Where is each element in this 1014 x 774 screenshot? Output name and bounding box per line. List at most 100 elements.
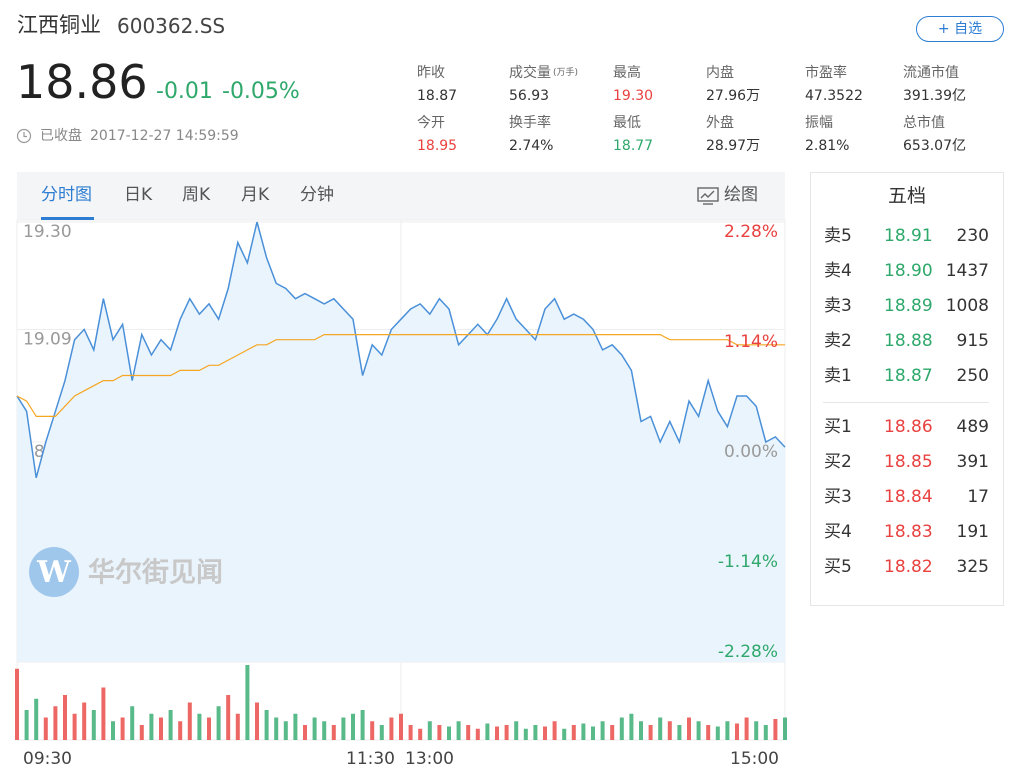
book-price: 18.89 <box>884 296 933 316</box>
stat-label: 最高 <box>613 65 641 81</box>
draw-tool[interactable]: 绘图 <box>724 185 758 205</box>
volume-bar <box>130 706 135 740</box>
tab[interactable]: 分钟 <box>300 185 334 205</box>
volume-bar <box>43 717 48 740</box>
tab[interactable]: 分时图 <box>41 185 92 205</box>
volume-bar <box>235 713 240 740</box>
volume-bar <box>773 719 778 740</box>
volume-bar <box>629 713 634 740</box>
stat-value: 653.07亿 <box>903 138 966 154</box>
volume-bar <box>735 723 739 740</box>
volume-bar <box>677 725 682 740</box>
watch-button[interactable]: + 自选 <box>916 16 1004 42</box>
stat-value: 2.81% <box>805 138 850 154</box>
volume-bar <box>514 721 519 740</box>
x-tick-label: 15:00 <box>730 749 779 769</box>
stat-label: 成交量 <box>509 65 551 81</box>
y2-tick-label: 2.28% <box>724 222 778 242</box>
volume-bar <box>178 721 183 740</box>
volume-bar <box>725 721 730 740</box>
volume-bar <box>600 721 605 740</box>
stat-label: 总市值 <box>903 115 945 131</box>
stat-label: 市盈率 <box>805 65 847 81</box>
book-divider <box>823 402 989 403</box>
stat-value: 18.87 <box>417 88 458 104</box>
volume-bar <box>475 728 480 740</box>
series-line <box>16 334 785 417</box>
volume-bar <box>149 713 154 740</box>
volume-bar <box>485 723 490 740</box>
stat-unit: (万手) <box>553 68 579 78</box>
stat-label: 今开 <box>417 115 445 131</box>
volume-bar <box>197 713 202 740</box>
book-volume: 489 <box>956 417 989 437</box>
quote-time: 2017-12-27 14:59:59 <box>90 128 239 144</box>
volume-bar <box>245 665 250 740</box>
stat-value: 19.30 <box>613 88 654 104</box>
book-price: 18.88 <box>884 331 933 351</box>
volume-bar <box>82 702 87 740</box>
price-area <box>17 222 785 662</box>
intraday-chart: 09:3011:3013:0015:0019.3019.0918.8718.66… <box>15 219 787 769</box>
price-change-pct: -0.05% <box>222 79 300 104</box>
volume-bar <box>303 725 307 740</box>
volume-bar <box>168 710 173 740</box>
watermark-text: 华尔街见闻 <box>88 557 223 589</box>
volume-bar <box>341 717 346 740</box>
volume-bar <box>293 713 298 740</box>
volume-bar <box>351 713 355 740</box>
volume-bar <box>360 710 365 740</box>
tab[interactable]: 周K <box>182 185 211 205</box>
book-side: 卖3 <box>824 296 852 316</box>
volume-bar <box>562 728 567 740</box>
tab-bar <box>17 172 785 220</box>
volume-bar <box>783 717 787 740</box>
tab[interactable]: 日K <box>124 185 153 205</box>
book-volume: 17 <box>967 487 989 507</box>
stat-value: 28.97万 <box>706 138 761 154</box>
volume-bar <box>226 695 231 740</box>
book-side: 买5 <box>824 557 852 577</box>
volume-bar <box>763 725 768 740</box>
volume-bar <box>139 725 144 740</box>
volume-bar <box>427 721 432 740</box>
book-side: 卖4 <box>824 261 852 281</box>
book-price: 18.83 <box>884 522 933 542</box>
book-volume: 250 <box>956 366 989 386</box>
clock-icon <box>16 128 32 144</box>
volume-bar <box>581 723 586 740</box>
volume-bar <box>111 721 115 740</box>
volume-bar <box>216 706 221 740</box>
volume-bar <box>53 706 58 740</box>
stat-value: 18.77 <box>613 138 654 154</box>
book-side: 卖2 <box>824 331 852 351</box>
tab-underline <box>41 217 94 220</box>
volume-bar <box>456 721 461 740</box>
tab[interactable]: 月K <box>241 185 270 205</box>
stat-label: 振幅 <box>805 115 833 131</box>
x-tick-label: 11:30 <box>346 749 395 769</box>
x-tick-label: 09:30 <box>23 749 72 769</box>
stat-value: 391.39亿 <box>903 88 966 104</box>
volume-bar <box>418 728 423 740</box>
volume-bar <box>370 721 375 740</box>
book-volume: 915 <box>956 331 989 351</box>
volume-bar <box>504 725 509 740</box>
volume-bar <box>331 725 336 740</box>
book-side: 买3 <box>824 487 852 507</box>
volume-bar <box>159 717 163 740</box>
volume-bar <box>91 710 96 740</box>
volume-bar <box>552 721 557 740</box>
volume-bar <box>706 725 711 740</box>
watermark-logo-bg <box>29 547 79 597</box>
x-tick-label: 13:00 <box>405 749 454 769</box>
stat-value: 2.74% <box>509 138 554 154</box>
y2-tick-label: -1.14% <box>718 552 778 572</box>
draw-icon[interactable] <box>697 187 719 205</box>
stat-label: 内盘 <box>706 65 734 81</box>
book-volume: 1437 <box>945 261 989 281</box>
book-side: 卖5 <box>824 226 852 246</box>
stat-value: 27.96万 <box>706 88 761 104</box>
volume-bar <box>24 710 29 740</box>
volume-bar <box>379 725 384 740</box>
